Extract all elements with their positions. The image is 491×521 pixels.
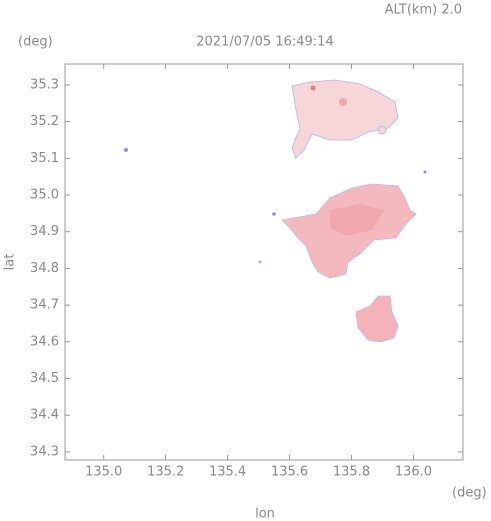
x-unit: (deg) bbox=[452, 486, 487, 501]
subtitle: ALT(km) 2.0 bbox=[385, 3, 462, 18]
x-tick-label: 135.8 bbox=[333, 465, 370, 480]
echoes bbox=[124, 79, 427, 343]
y-unit: (deg) bbox=[18, 35, 53, 50]
plot-frame bbox=[64, 63, 464, 461]
y-axis-label: lat bbox=[3, 254, 18, 271]
y-tick-label: 34.5 bbox=[30, 371, 59, 386]
y-tick-label: 34.7 bbox=[30, 298, 59, 313]
x-axis-label: lon bbox=[255, 507, 275, 521]
y-tick-label: 35.2 bbox=[30, 114, 59, 129]
y-tick-label: 34.3 bbox=[30, 444, 59, 459]
y-tick-label: 35.0 bbox=[30, 188, 59, 203]
x-tick-label: 135.6 bbox=[271, 465, 308, 480]
x-tick-label: 135.4 bbox=[209, 465, 246, 480]
y-tick-label: 34.8 bbox=[30, 261, 59, 276]
y-tick-label: 34.4 bbox=[30, 408, 59, 423]
x-tick-label: 136.0 bbox=[395, 465, 432, 480]
x-tick-label: 135.0 bbox=[85, 465, 122, 480]
chart-title: 2021/07/05 16:49:14 bbox=[196, 35, 333, 50]
y-tick-label: 34.9 bbox=[30, 224, 59, 239]
y-tick-label: 35.3 bbox=[30, 77, 59, 92]
x-tick-label: 135.2 bbox=[147, 465, 184, 480]
y-tick-label: 34.6 bbox=[30, 334, 59, 349]
y-tick-label: 35.1 bbox=[30, 151, 59, 166]
